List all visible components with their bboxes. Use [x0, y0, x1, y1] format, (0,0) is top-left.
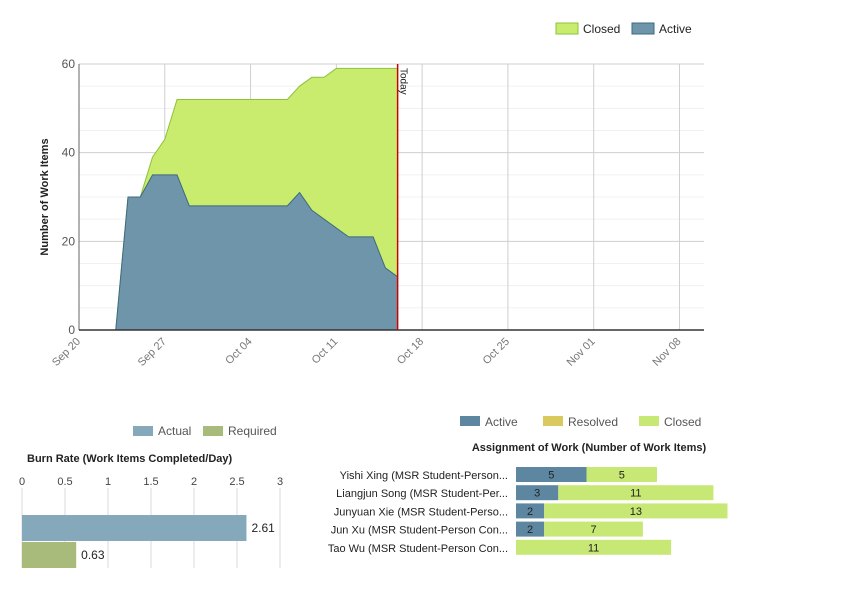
closed-legend-swatch	[555, 22, 579, 35]
required-bar-label: 0.63	[81, 548, 105, 562]
burn-x-tick-label: 1	[105, 476, 111, 488]
assignee-label: Liangjun Song (MSR Student-Per...	[336, 488, 508, 500]
closed-segment-label: 5	[619, 470, 625, 482]
closed-legend-label: Closed	[583, 22, 620, 36]
closed-legend-label: Closed	[664, 415, 701, 429]
assignee-label: Junyuan Xie (MSR Student-Perso...	[334, 506, 508, 518]
burn-x-tick-label: 3	[277, 476, 283, 488]
resolved-legend-swatch	[543, 416, 563, 426]
closed-legend-swatch	[639, 416, 659, 426]
closed-segment-label: 11	[588, 542, 599, 554]
active-segment-label: 3	[534, 488, 540, 500]
active-segment-label: 2	[527, 524, 533, 536]
y-axis-label: Number of Work Items	[39, 138, 51, 255]
y-tick-label: 0	[68, 323, 75, 337]
active-legend-label: Active	[485, 415, 518, 429]
required-legend-swatch	[203, 426, 223, 436]
active-legend-swatch	[631, 22, 655, 35]
active-legend-swatch	[460, 416, 480, 426]
closed-segment-label: 13	[630, 506, 642, 518]
closed-segment	[586, 467, 657, 482]
active-segment	[516, 521, 545, 537]
burn-rate-title: Burn Rate (Work Items Completed/Day)	[27, 453, 233, 465]
assignment-title: Assignment of Work (Number of Work Items…	[472, 442, 707, 454]
actual-bar	[22, 515, 247, 541]
assignee-label: Jun Xu (MSR Student-Person Con...	[331, 525, 508, 537]
active-segment-label: 2	[527, 506, 533, 518]
active-area	[115, 174, 398, 330]
active-line	[115, 174, 398, 331]
y-tick-label: 40	[62, 146, 76, 160]
assignee-label: Yishi Xing (MSR Student-Person...	[340, 470, 508, 482]
burn-x-tick-label: 2	[191, 476, 197, 488]
y-tick-label: 20	[62, 234, 76, 248]
closed-segment	[516, 539, 672, 555]
closed-segment	[544, 521, 643, 537]
closed-segment	[544, 503, 728, 519]
burn-x-tick-label: 0.5	[57, 476, 72, 488]
active-legend-label: Active	[659, 22, 692, 36]
active-segment	[516, 503, 545, 519]
burn-x-tick-label: 1.5	[143, 476, 158, 488]
closed-segment	[558, 485, 714, 501]
burn-x-tick-label: 2.5	[229, 476, 244, 488]
active-segment	[516, 485, 559, 501]
actual-legend-label: Actual	[158, 424, 191, 438]
required-bar	[22, 542, 77, 568]
actual-legend-swatch	[133, 426, 153, 436]
burn-x-tick-label: 0	[19, 476, 25, 488]
active-segment	[516, 467, 587, 482]
actual-bar-label: 2.61	[251, 521, 275, 535]
closed-segment-label: 7	[590, 524, 596, 536]
today-label: Today	[398, 68, 409, 95]
required-legend-label: Required	[228, 424, 277, 438]
assignee-label: Tao Wu (MSR Student-Person Con...	[328, 543, 508, 555]
y-tick-label: 60	[62, 57, 76, 71]
resolved-legend-label: Resolved	[568, 415, 618, 429]
closed-segment-label: 11	[630, 488, 641, 500]
active-segment-label: 5	[548, 470, 554, 482]
